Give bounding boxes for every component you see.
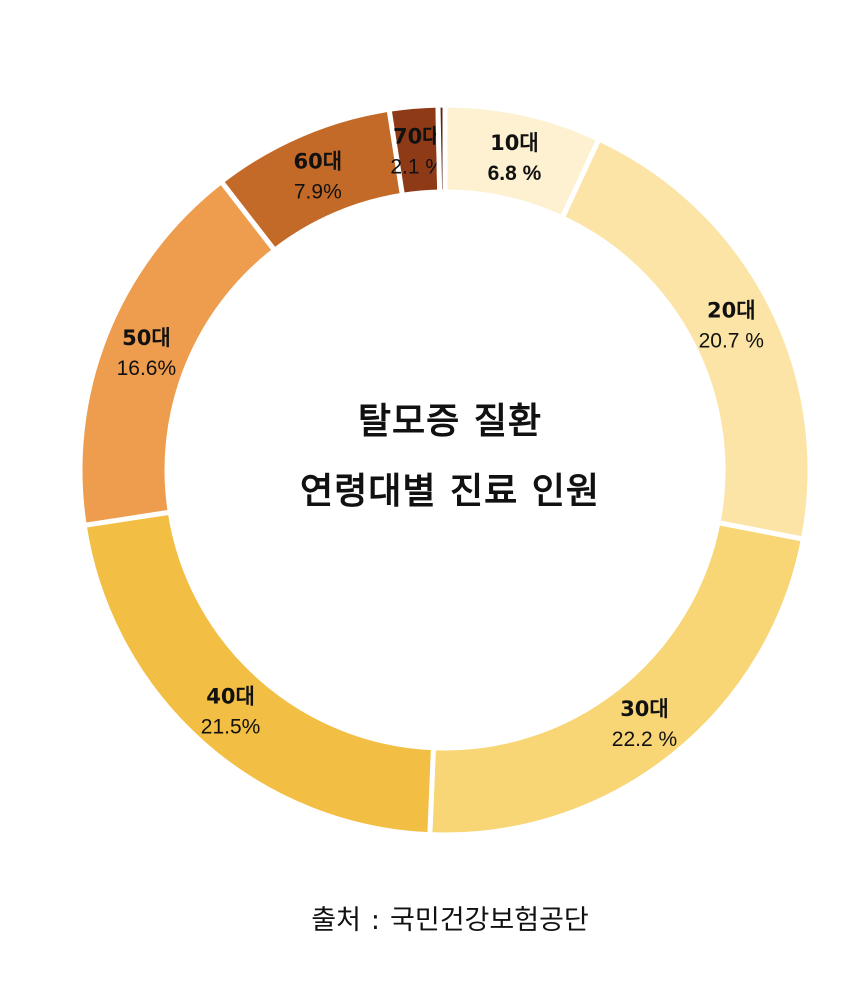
source-prefix: 출처 <box>311 905 361 936</box>
category-label: 20대 <box>707 299 756 323</box>
category-label: 40대 <box>206 685 255 709</box>
chart-title-line-2: 연령대별 진료 인원 <box>299 471 601 512</box>
donut-slice-other-7 <box>435 102 448 195</box>
slice-label-50: 50대 16.6% <box>117 326 177 380</box>
chart-title-line-1: 탈모증 질환 <box>357 401 543 442</box>
donut-slice-30 <box>427 519 807 838</box>
slice-label-60: 60대 7.9% <box>294 150 343 204</box>
slice-label-70: 70대 2.1 % <box>390 125 444 179</box>
value-label: 7.9% <box>294 181 342 204</box>
category-label: 30대 <box>620 697 669 721</box>
category-label: 60대 <box>294 150 343 174</box>
source-name: 국민건강보험공단 <box>390 905 589 936</box>
value-label: 21.5% <box>201 716 261 739</box>
category-label: 50대 <box>122 326 171 350</box>
slice-label-10: 10대 6.8 % <box>488 131 542 185</box>
category-label: 10대 <box>490 131 539 155</box>
slice-label-30: 30대 22.2 % <box>612 697 677 751</box>
value-label: 6.8 % <box>488 162 542 185</box>
value-label: 2.1 % <box>390 156 444 179</box>
value-label: 16.6% <box>117 357 177 380</box>
value-label: 22.2 % <box>612 728 677 751</box>
donut-slice-40 <box>81 509 437 838</box>
slice-label-20: 20대 20.7 % <box>699 299 764 353</box>
source-separator: : <box>370 905 381 936</box>
slice-label-40: 40대 21.5% <box>201 685 261 739</box>
value-label: 20.7 % <box>699 330 764 353</box>
category-label: 70대 <box>393 125 442 149</box>
source-caption: 출처: 국민건강보험공단 <box>0 898 860 937</box>
